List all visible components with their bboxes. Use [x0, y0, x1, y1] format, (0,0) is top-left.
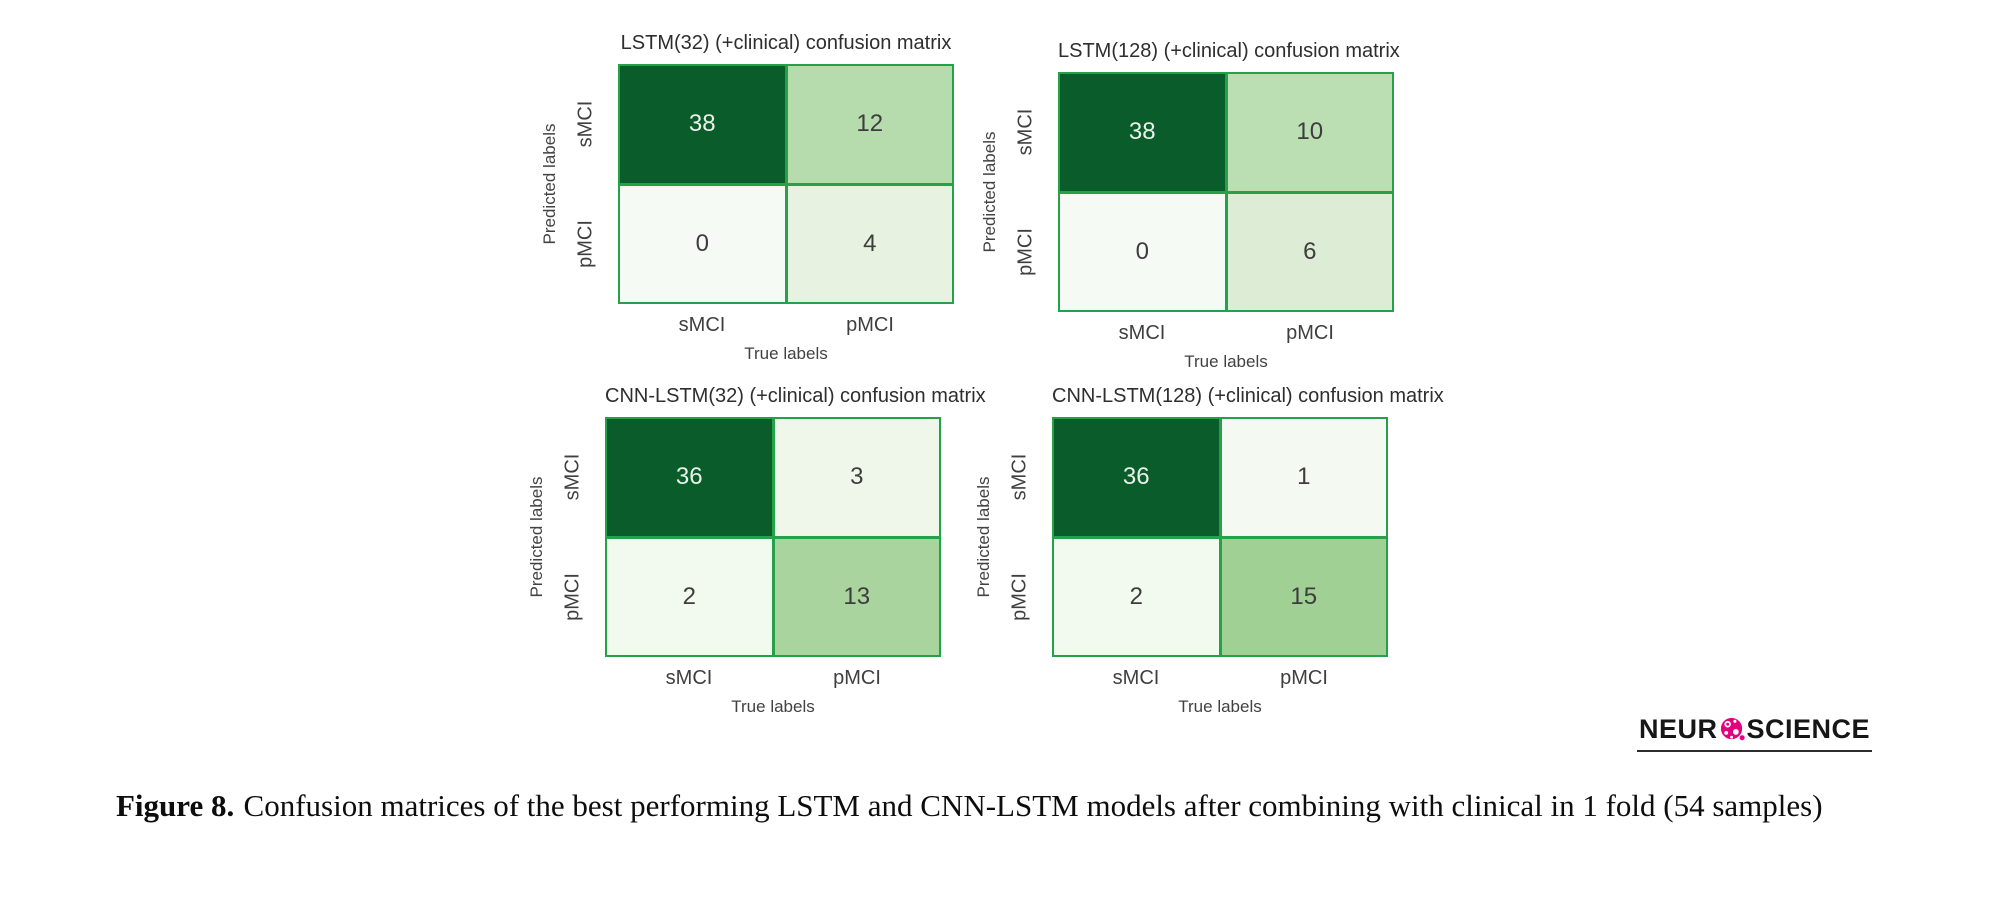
figure-caption-label: Figure 8.	[116, 788, 235, 823]
confusion-matrix-lstm32: LSTM(32) (+clinical) confusion matrix Pr…	[534, 30, 964, 382]
cell-pred-smci-true-smci: 36	[607, 419, 772, 536]
heatmap-grid: 36 3 2 13	[605, 417, 941, 657]
cell-pred-smci-true-pmci: 10	[1227, 74, 1392, 191]
y-axis-label: Predicted labels	[980, 131, 999, 253]
y-tick-smci: sMCI	[1014, 108, 1037, 156]
cell-pred-pmci-true-pmci: 13	[774, 538, 939, 655]
y-tick-smci: sMCI	[1008, 453, 1031, 501]
y-tick-pmci: pMCI	[561, 573, 584, 621]
logo-text-science: SCIENCE	[1746, 714, 1871, 744]
cell-pred-pmci-true-smci: 0	[1060, 193, 1225, 310]
x-tick-smci: sMCI	[1112, 667, 1160, 689]
y-axis-label: Predicted labels	[540, 123, 559, 245]
logo-text-neur: NEUR	[1639, 714, 1718, 744]
x-tick-smci: sMCI	[1118, 322, 1166, 344]
x-axis-label: True labels	[744, 344, 828, 363]
y-tick-smci: sMCI	[561, 453, 584, 501]
y-tick-smci: sMCI	[574, 100, 597, 148]
y-tick-pmci: pMCI	[574, 220, 597, 268]
cell-pred-pmci-true-smci: 2	[607, 538, 772, 655]
neuroscience-logo: NEUR SCIENCE	[1637, 714, 1873, 752]
chart-title: CNN-LSTM(128) (+clinical) confusion matr…	[1052, 385, 1444, 407]
x-tick-smci: sMCI	[678, 314, 726, 336]
cell-pred-smci-true-pmci: 1	[1221, 419, 1386, 536]
cell-pred-smci-true-smci: 38	[620, 66, 785, 183]
x-tick-pmci: pMCI	[846, 314, 894, 336]
chart-title: CNN-LSTM(32) (+clinical) confusion matri…	[605, 385, 986, 407]
figure-caption-text: Confusion matrices of the best performin…	[243, 788, 1823, 823]
cell-pred-pmci-true-pmci: 6	[1227, 193, 1392, 310]
heatmap-grid: 38 10 0 6	[1058, 72, 1394, 312]
y-tick-pmci: pMCI	[1014, 228, 1037, 276]
x-tick-pmci: pMCI	[1280, 667, 1328, 689]
heatmap-grid: 38 12 0 4	[618, 64, 954, 304]
y-tick-pmci: pMCI	[1008, 573, 1031, 621]
cell-pred-pmci-true-pmci: 15	[1221, 538, 1386, 655]
cell-pred-pmci-true-smci: 0	[620, 185, 785, 302]
cell-pred-smci-true-smci: 38	[1060, 74, 1225, 191]
heatmap-grid: 36 1 2 15	[1052, 417, 1388, 657]
confusion-matrix-lstm128: LSTM(128) (+clinical) confusion matrix P…	[974, 38, 1404, 390]
x-tick-pmci: pMCI	[1286, 322, 1334, 344]
x-axis-label: True labels	[1178, 697, 1262, 716]
cell-pred-smci-true-smci: 36	[1054, 419, 1219, 536]
cell-pred-pmci-true-pmci: 4	[787, 185, 952, 302]
cell-pred-smci-true-pmci: 12	[787, 66, 952, 183]
chart-title: LSTM(128) (+clinical) confusion matrix	[1058, 40, 1400, 62]
x-axis-label: True labels	[1184, 352, 1268, 371]
confusion-matrix-cnn-lstm32: CNN-LSTM(32) (+clinical) confusion matri…	[521, 383, 986, 735]
y-axis-label: Predicted labels	[527, 476, 546, 598]
x-axis-label: True labels	[731, 697, 815, 716]
chart-title: LSTM(32) (+clinical) confusion matrix	[620, 32, 952, 54]
figure-caption: Figure 8. Confusion matrices of the best …	[116, 784, 1916, 828]
x-tick-pmci: pMCI	[833, 667, 881, 689]
x-tick-smci: sMCI	[665, 667, 713, 689]
y-axis-label: Predicted labels	[974, 476, 993, 598]
cell-pred-smci-true-pmci: 3	[774, 419, 939, 536]
cell-pred-pmci-true-smci: 2	[1054, 538, 1219, 655]
neuron-cell-icon	[1720, 717, 1745, 741]
confusion-matrix-cnn-lstm128: CNN-LSTM(128) (+clinical) confusion matr…	[968, 383, 1444, 735]
